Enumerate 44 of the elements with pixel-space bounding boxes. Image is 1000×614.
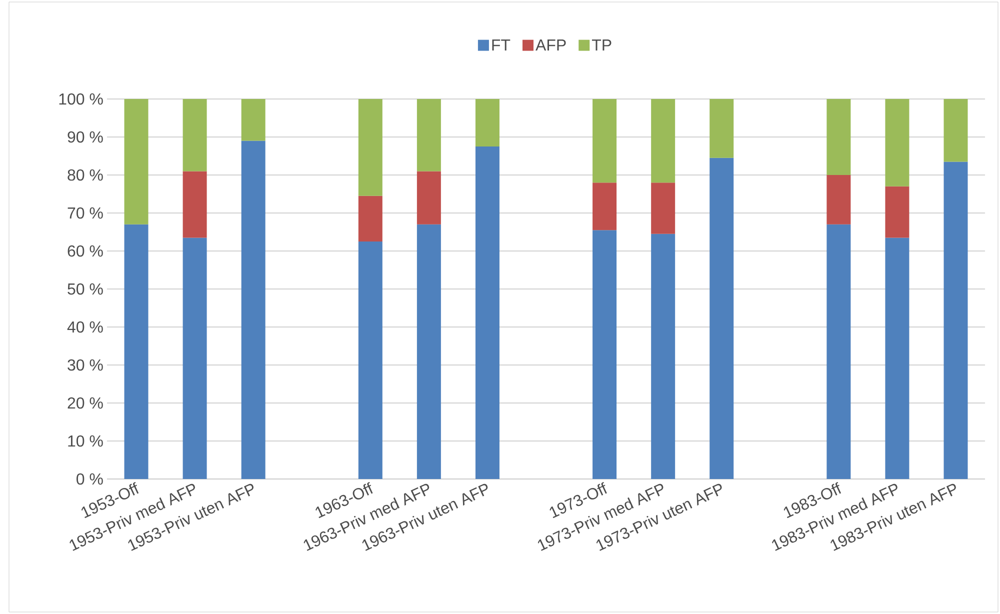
bar <box>592 230 617 479</box>
bar <box>241 140 266 479</box>
bar <box>710 158 734 479</box>
bar <box>416 171 441 224</box>
bar <box>358 99 382 196</box>
bar <box>358 196 382 242</box>
bar <box>475 99 500 146</box>
bar <box>651 182 676 234</box>
bar <box>241 99 266 141</box>
bar <box>710 99 734 158</box>
bar <box>416 224 441 479</box>
bar <box>885 186 910 238</box>
bar <box>944 162 968 479</box>
bar <box>475 146 500 479</box>
bar <box>651 234 676 479</box>
legend-label: AFP <box>536 40 566 51</box>
legend-label: TP <box>592 40 612 51</box>
bar <box>358 242 382 479</box>
bar <box>944 99 968 162</box>
y-tick-label: 10 % <box>68 435 103 447</box>
bar <box>826 224 851 479</box>
bar <box>592 99 617 183</box>
y-tick-label: 100 % <box>59 93 103 105</box>
bar <box>885 238 910 479</box>
bar <box>826 99 851 175</box>
bar <box>416 99 441 172</box>
y-tick-label: 30 % <box>68 359 103 371</box>
bar <box>885 99 910 186</box>
y-tick-label: 90 % <box>68 131 103 143</box>
y-tick-label: 20 % <box>68 397 103 409</box>
y-tick-label: 60 % <box>68 245 103 257</box>
y-tick-label: 50 % <box>68 283 103 295</box>
legend-label: FT <box>492 40 510 51</box>
bar <box>182 99 207 172</box>
y-tick-label: 70 % <box>68 207 103 219</box>
bar <box>124 99 148 224</box>
bar <box>826 175 851 224</box>
bar <box>182 238 207 479</box>
bar <box>592 182 617 230</box>
y-tick-label: 80 % <box>68 169 103 181</box>
bar <box>651 99 676 183</box>
y-tick-label: 40 % <box>67 321 103 333</box>
bar <box>182 171 207 238</box>
bar <box>124 224 148 479</box>
